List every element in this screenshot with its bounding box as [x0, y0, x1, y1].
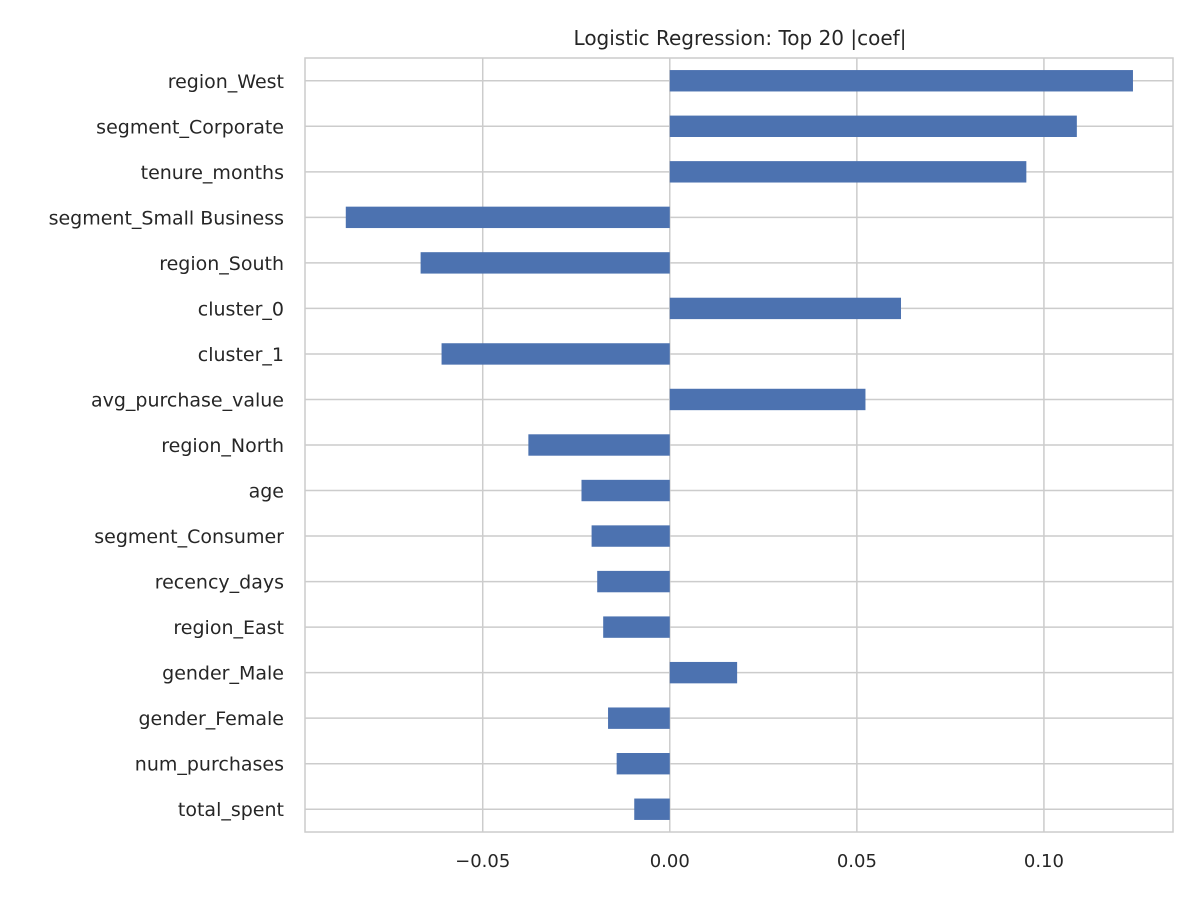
category-label: age	[249, 481, 284, 503]
category-label: avg_purchase_value	[91, 389, 284, 411]
plot-frame	[304, 57, 1174, 833]
category-label: total_spent	[178, 799, 284, 821]
bar	[597, 570, 670, 593]
category-label: cluster_1	[198, 344, 284, 366]
bar	[669, 297, 902, 320]
bar	[616, 753, 670, 775]
bars	[345, 70, 1133, 820]
category-label: gender_Male	[162, 663, 284, 685]
bar	[345, 206, 670, 229]
category-label: region_North	[161, 435, 284, 457]
bar	[669, 661, 738, 684]
bar	[528, 434, 670, 456]
category-label: gender_Female	[138, 708, 284, 730]
x-tick-labels: −0.05 0.00 0.05 0.10	[455, 851, 1064, 872]
category-label: region_West	[168, 71, 284, 93]
category-label: recency_days	[155, 572, 284, 594]
x-tick-label: 0.05	[837, 851, 877, 872]
category-label: num_purchases	[135, 754, 284, 776]
bar	[669, 115, 1077, 137]
category-tick-labels: region_West segment_Corporate tenure_month…	[49, 71, 285, 821]
x-tick-label: 0.10	[1024, 851, 1064, 872]
category-label: region_South	[159, 253, 284, 275]
bar	[420, 252, 670, 274]
category-label: segment_Small Business	[49, 207, 284, 229]
x-tick-label: −0.05	[455, 851, 510, 872]
category-label: tenure_months	[141, 162, 284, 184]
bar	[441, 343, 670, 365]
bar	[669, 161, 1027, 183]
category-label: segment_Consumer	[94, 526, 284, 548]
bar	[608, 707, 670, 729]
bar	[603, 616, 670, 638]
category-label: region_East	[173, 617, 284, 639]
category-label: cluster_0	[198, 298, 284, 320]
bar	[669, 70, 1133, 92]
bar	[669, 388, 866, 411]
chart-title: Logistic Regression: Top 20 |coef|	[574, 26, 907, 50]
x-tick-label: 0.00	[650, 851, 690, 872]
category-label: segment_Corporate	[96, 116, 284, 138]
bar	[591, 525, 670, 547]
bar	[634, 798, 670, 820]
bar	[581, 479, 670, 502]
